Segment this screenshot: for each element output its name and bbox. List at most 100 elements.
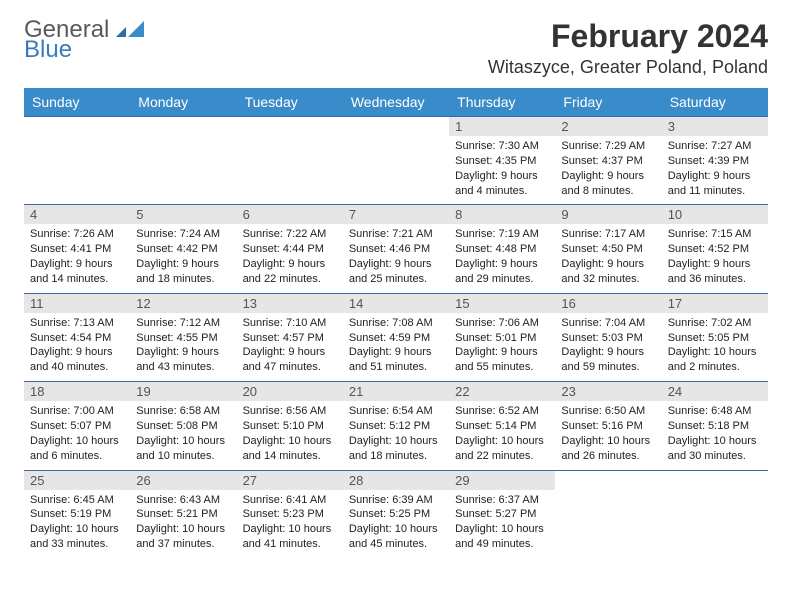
- daylight-line: Daylight: 9 hours and 8 minutes.: [561, 169, 655, 199]
- day-number: 1: [449, 117, 555, 136]
- day-info: Sunrise: 7:21 AMSunset: 4:46 PMDaylight:…: [349, 227, 443, 286]
- sunset-line: Sunset: 4:35 PM: [455, 154, 549, 169]
- day-info: Sunrise: 7:06 AMSunset: 5:01 PMDaylight:…: [455, 316, 549, 375]
- calendar-day-cell: 27Sunrise: 6:41 AMSunset: 5:23 PMDayligh…: [237, 471, 343, 558]
- sunrise-line: Sunrise: 6:41 AM: [243, 493, 337, 508]
- day-info: Sunrise: 7:22 AMSunset: 4:44 PMDaylight:…: [243, 227, 337, 286]
- sunset-line: Sunset: 4:57 PM: [243, 331, 337, 346]
- sunset-line: Sunset: 4:46 PM: [349, 242, 443, 257]
- daylight-line: Daylight: 10 hours and 45 minutes.: [349, 522, 443, 552]
- sunrise-line: Sunrise: 7:06 AM: [455, 316, 549, 331]
- sunset-line: Sunset: 5:18 PM: [668, 419, 762, 434]
- daylight-line: Daylight: 10 hours and 2 minutes.: [668, 345, 762, 375]
- sunrise-line: Sunrise: 6:43 AM: [136, 493, 230, 508]
- daylight-line: Daylight: 9 hours and 36 minutes.: [668, 257, 762, 287]
- day-number: 28: [343, 471, 449, 490]
- day-number: 25: [24, 471, 130, 490]
- calendar-day-cell: 26Sunrise: 6:43 AMSunset: 5:21 PMDayligh…: [130, 471, 236, 558]
- day-number: 3: [662, 117, 768, 136]
- calendar-grid: SundayMondayTuesdayWednesdayThursdayFrid…: [24, 88, 768, 558]
- sunset-line: Sunset: 4:55 PM: [136, 331, 230, 346]
- calendar-week-row: 25Sunrise: 6:45 AMSunset: 5:19 PMDayligh…: [24, 470, 768, 558]
- day-number: 7: [343, 205, 449, 224]
- daylight-line: Daylight: 9 hours and 14 minutes.: [30, 257, 124, 287]
- day-info: Sunrise: 7:02 AMSunset: 5:05 PMDaylight:…: [668, 316, 762, 375]
- calendar-week-row: 18Sunrise: 7:00 AMSunset: 5:07 PMDayligh…: [24, 381, 768, 469]
- sunset-line: Sunset: 5:14 PM: [455, 419, 549, 434]
- daylight-line: Daylight: 9 hours and 47 minutes.: [243, 345, 337, 375]
- brand-logo-text: General Blue: [24, 18, 144, 62]
- sunset-line: Sunset: 4:44 PM: [243, 242, 337, 257]
- title-block: February 2024 Witaszyce, Greater Poland,…: [488, 18, 768, 78]
- daylight-line: Daylight: 9 hours and 25 minutes.: [349, 257, 443, 287]
- calendar-empty-cell: [130, 117, 236, 204]
- daylight-line: Daylight: 9 hours and 40 minutes.: [30, 345, 124, 375]
- calendar-empty-cell: [237, 117, 343, 204]
- sunrise-line: Sunrise: 6:39 AM: [349, 493, 443, 508]
- day-number: 20: [237, 382, 343, 401]
- calendar-day-cell: 13 Sunrise: 7:10 AMSunset: 4:57 PMDayligh…: [237, 294, 343, 381]
- sunrise-line: Sunrise: 6:48 AM: [668, 404, 762, 419]
- sunrise-line: Sunrise: 7:24 AM: [136, 227, 230, 242]
- calendar-day-cell: 16Sunrise: 7:04 AMSunset: 5:03 PMDayligh…: [555, 294, 661, 381]
- sunrise-line: Sunrise: 7:10 AM: [243, 316, 337, 331]
- calendar-day-cell: 20Sunrise: 6:56 AMSunset: 5:10 PMDayligh…: [237, 382, 343, 469]
- daylight-line: Daylight: 10 hours and 14 minutes.: [243, 434, 337, 464]
- sunrise-line: Sunrise: 7:27 AM: [668, 139, 762, 154]
- month-title: February 2024: [488, 18, 768, 55]
- sunset-line: Sunset: 5:27 PM: [455, 507, 549, 522]
- daylight-line: Daylight: 10 hours and 41 minutes.: [243, 522, 337, 552]
- day-info: Sunrise: 7:19 AMSunset: 4:48 PMDaylight:…: [455, 227, 549, 286]
- day-number: 22: [449, 382, 555, 401]
- sunset-line: Sunset: 5:10 PM: [243, 419, 337, 434]
- calendar-week-row: 1Sunrise: 7:30 AMSunset: 4:35 PMDaylight…: [24, 116, 768, 204]
- day-info: Sunrise: 7:10 AMSunset: 4:57 PMDaylight:…: [243, 316, 337, 375]
- sunrise-line: Sunrise: 7:08 AM: [349, 316, 443, 331]
- daylight-line: Daylight: 9 hours and 11 minutes.: [668, 169, 762, 199]
- day-info: Sunrise: 6:39 AMSunset: 5:25 PMDaylight:…: [349, 493, 443, 552]
- calendar-day-cell: 5Sunrise: 7:24 AMSunset: 4:42 PMDaylight…: [130, 205, 236, 292]
- day-number: 13: [237, 294, 343, 313]
- day-info: Sunrise: 7:12 AMSunset: 4:55 PMDaylight:…: [136, 316, 230, 375]
- weekday-header-cell: Friday: [555, 88, 661, 116]
- day-info: Sunrise: 7:27 AMSunset: 4:39 PMDaylight:…: [668, 139, 762, 198]
- sunrise-line: Sunrise: 7:13 AM: [30, 316, 124, 331]
- sunset-line: Sunset: 5:08 PM: [136, 419, 230, 434]
- weekday-header-cell: Saturday: [662, 88, 768, 116]
- calendar-day-cell: 11Sunrise: 7:13 AMSunset: 4:54 PMDayligh…: [24, 294, 130, 381]
- sunrise-line: Sunrise: 7:04 AM: [561, 316, 655, 331]
- calendar-day-cell: 2Sunrise: 7:29 AMSunset: 4:37 PMDaylight…: [555, 117, 661, 204]
- sunset-line: Sunset: 4:50 PM: [561, 242, 655, 257]
- sunset-line: Sunset: 5:25 PM: [349, 507, 443, 522]
- weekday-header-row: SundayMondayTuesdayWednesdayThursdayFrid…: [24, 88, 768, 116]
- daylight-line: Daylight: 9 hours and 22 minutes.: [243, 257, 337, 287]
- sunrise-line: Sunrise: 6:52 AM: [455, 404, 549, 419]
- calendar-day-cell: 6Sunrise: 7:22 AMSunset: 4:44 PMDaylight…: [237, 205, 343, 292]
- day-info: Sunrise: 7:00 AMSunset: 5:07 PMDaylight:…: [30, 404, 124, 463]
- day-info: Sunrise: 7:04 AMSunset: 5:03 PMDaylight:…: [561, 316, 655, 375]
- sunrise-line: Sunrise: 7:22 AM: [243, 227, 337, 242]
- day-info: Sunrise: 6:50 AMSunset: 5:16 PMDaylight:…: [561, 404, 655, 463]
- day-number: 8: [449, 205, 555, 224]
- calendar-day-cell: 22Sunrise: 6:52 AMSunset: 5:14 PMDayligh…: [449, 382, 555, 469]
- day-number: 9: [555, 205, 661, 224]
- location-label: Witaszyce, Greater Poland, Poland: [488, 57, 768, 78]
- sunrise-line: Sunrise: 6:50 AM: [561, 404, 655, 419]
- sunset-line: Sunset: 5:19 PM: [30, 507, 124, 522]
- sunset-line: Sunset: 4:52 PM: [668, 242, 762, 257]
- day-info: Sunrise: 7:26 AMSunset: 4:41 PMDaylight:…: [30, 227, 124, 286]
- day-info: Sunrise: 7:29 AMSunset: 4:37 PMDaylight:…: [561, 139, 655, 198]
- daylight-line: Daylight: 10 hours and 49 minutes.: [455, 522, 549, 552]
- daylight-line: Daylight: 10 hours and 26 minutes.: [561, 434, 655, 464]
- weekday-header-cell: Sunday: [24, 88, 130, 116]
- sunrise-line: Sunrise: 7:21 AM: [349, 227, 443, 242]
- sunset-line: Sunset: 5:21 PM: [136, 507, 230, 522]
- calendar-empty-cell: [555, 471, 661, 558]
- weekday-header-cell: Monday: [130, 88, 236, 116]
- daylight-line: Daylight: 9 hours and 59 minutes.: [561, 345, 655, 375]
- day-number: 15: [449, 294, 555, 313]
- day-info: Sunrise: 7:17 AMSunset: 4:50 PMDaylight:…: [561, 227, 655, 286]
- sunrise-line: Sunrise: 7:15 AM: [668, 227, 762, 242]
- day-info: Sunrise: 6:43 AMSunset: 5:21 PMDaylight:…: [136, 493, 230, 552]
- sunset-line: Sunset: 5:16 PM: [561, 419, 655, 434]
